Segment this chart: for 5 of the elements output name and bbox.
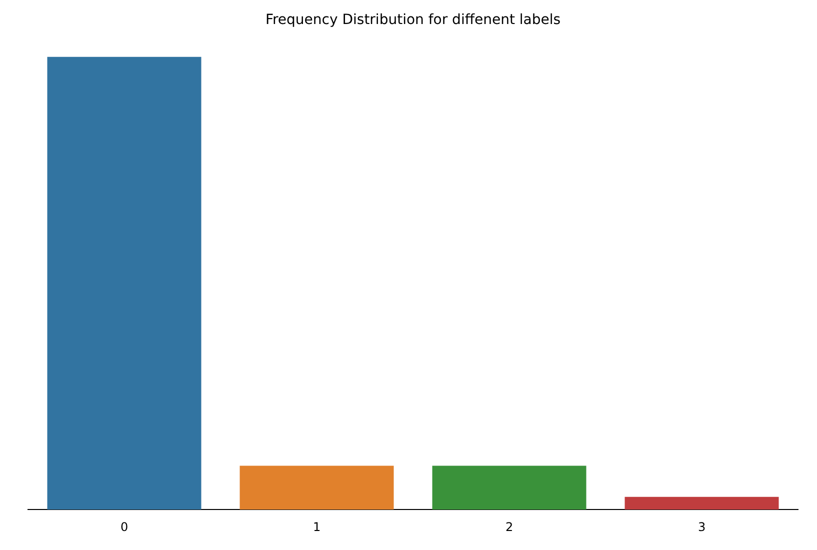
x-tick-label: 1	[312, 520, 321, 534]
x-tick-label: 3	[698, 520, 706, 534]
x-tick-label: 2	[505, 520, 514, 534]
chart-title: Frequency Distribution for diffenent labels	[265, 12, 561, 28]
x-tick-label: 0	[120, 520, 128, 534]
